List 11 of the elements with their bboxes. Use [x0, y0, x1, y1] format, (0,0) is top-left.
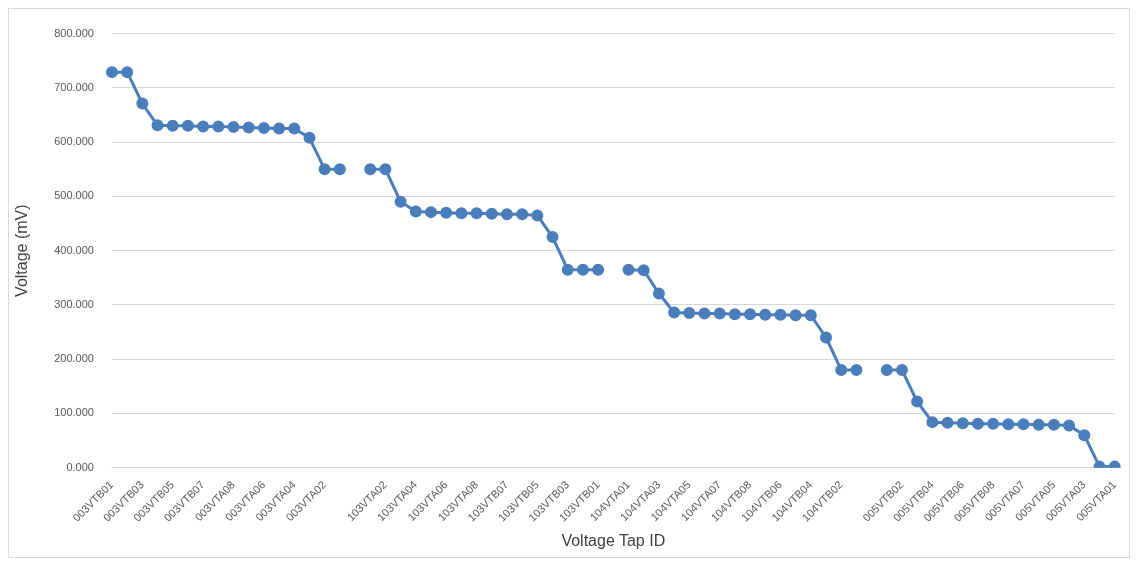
y-tick-label: 400.000	[54, 243, 94, 256]
y-tick-label: 600.000	[54, 135, 94, 148]
y-tick-label: 300.000	[54, 297, 94, 310]
x-axis-title: Voltage Tap ID	[561, 531, 666, 549]
y-axis-title: Voltage (mV)	[13, 204, 31, 297]
y-tick-label: 800.000	[54, 26, 94, 39]
y-tick-label: 200.000	[54, 352, 94, 365]
y-tick-label: 500.000	[54, 189, 94, 202]
y-tick-label: 700.000	[54, 80, 94, 93]
y-tick-label: 0.000	[66, 460, 94, 473]
y-tick-label: 100.000	[54, 406, 94, 419]
